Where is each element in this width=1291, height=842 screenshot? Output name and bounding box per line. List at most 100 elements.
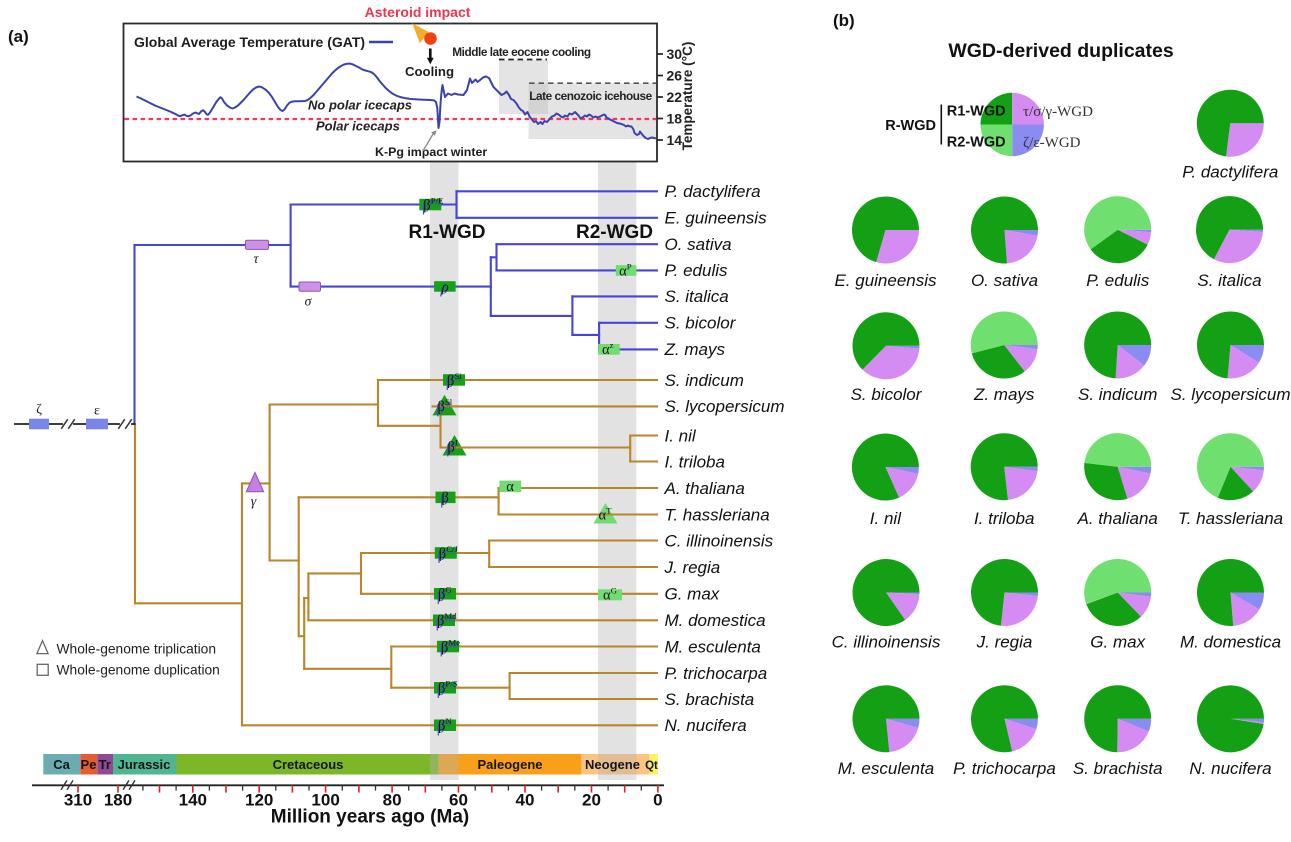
svg-text:ζ/ε-WGD: ζ/ε-WGD	[1023, 135, 1081, 151]
svg-text:S. bicolor: S. bicolor	[665, 314, 737, 333]
svg-text:N. nucifera: N. nucifera	[665, 716, 747, 735]
svg-text:αz: αz	[602, 340, 614, 358]
svg-text:G. max: G. max	[665, 585, 720, 604]
svg-text:α: α	[506, 479, 514, 495]
svg-text:Temperature (°C): Temperature (°C)	[680, 42, 695, 151]
svg-text:S. lycopersicum: S. lycopersicum	[1171, 385, 1291, 404]
svg-text:S. indicum: S. indicum	[1078, 385, 1157, 404]
svg-text:I. triloba: I. triloba	[974, 509, 1034, 528]
svg-text:Late cenozoic icehouse: Late cenozoic icehouse	[529, 89, 652, 103]
svg-text:J. regia: J. regia	[664, 558, 721, 577]
svg-text:S. italica: S. italica	[1197, 271, 1261, 290]
svg-text:R1-WGD: R1-WGD	[408, 222, 485, 243]
svg-text:Whole-genome duplication: Whole-genome duplication	[57, 662, 220, 677]
svg-text:Z. mays: Z. mays	[664, 340, 726, 359]
svg-text:80: 80	[383, 791, 402, 810]
svg-text:ζ: ζ	[36, 403, 42, 418]
svg-text:14: 14	[667, 132, 683, 148]
svg-text:P. trichocarpa: P. trichocarpa	[665, 664, 768, 683]
svg-text:180: 180	[104, 791, 132, 810]
svg-text:βI: βI	[446, 440, 456, 458]
svg-text:Jurassic: Jurassic	[118, 757, 171, 772]
svg-text:J. regia: J. regia	[976, 633, 1033, 652]
svg-text:S. bicolor: S. bicolor	[851, 385, 923, 404]
svg-text:100: 100	[311, 791, 339, 810]
svg-text:S. brachista: S. brachista	[665, 690, 755, 709]
svg-text:ε: ε	[94, 404, 100, 419]
svg-text:K-Pg impact winter: K-Pg impact winter	[375, 145, 487, 159]
svg-text:I. nil: I. nil	[870, 509, 902, 528]
svg-text:20: 20	[582, 791, 601, 810]
svg-text:A. thaliana: A. thaliana	[1077, 509, 1158, 528]
svg-text:M. esculenta: M. esculenta	[665, 637, 761, 656]
svg-text:τ/σ/γ-WGD: τ/σ/γ-WGD	[1023, 104, 1093, 120]
svg-text:P. dactylifera: P. dactylifera	[665, 182, 761, 201]
svg-text:140: 140	[179, 791, 207, 810]
svg-text:O. sativa: O. sativa	[971, 271, 1038, 290]
svg-text:P. dactylifera: P. dactylifera	[1182, 163, 1278, 182]
svg-text:18: 18	[667, 111, 683, 127]
svg-text:Million years ago (Ma): Million years ago (Ma)	[271, 807, 469, 828]
svg-text:30: 30	[667, 46, 683, 62]
svg-text:0: 0	[653, 791, 662, 810]
svg-text:I. triloba: I. triloba	[665, 452, 725, 471]
svg-text:R1-WGD: R1-WGD	[947, 104, 1006, 120]
svg-text:Neogene: Neogene	[585, 757, 640, 772]
svg-text:R2-WGD: R2-WGD	[576, 222, 653, 243]
svg-text:26: 26	[667, 68, 683, 84]
svg-text:Whole-genome triplication: Whole-genome triplication	[57, 642, 217, 657]
svg-text:40: 40	[516, 791, 535, 810]
svg-text:P. edulis: P. edulis	[1086, 271, 1150, 290]
svg-text:N. nucifera: N. nucifera	[1189, 759, 1271, 778]
svg-text:Polar icecaps: Polar icecaps	[316, 119, 400, 134]
svg-text:C. illinoinensis: C. illinoinensis	[832, 633, 941, 652]
svg-text:Qt: Qt	[645, 760, 658, 772]
svg-text:Middle late eocene cooling: Middle late eocene cooling	[452, 45, 591, 59]
svg-text:ρ: ρ	[440, 282, 448, 298]
svg-text:R-WGD: R-WGD	[885, 118, 936, 134]
svg-text:T. hassleriana: T. hassleriana	[1178, 509, 1283, 528]
svg-text:Asteroid impact: Asteroid impact	[365, 4, 471, 20]
svg-text:Global Average Temperature (GA: Global Average Temperature (GAT)	[134, 34, 365, 50]
svg-text:Cretaceous: Cretaceous	[273, 757, 344, 772]
svg-text:(b): (b)	[833, 11, 855, 30]
svg-text:S. italica: S. italica	[665, 287, 729, 306]
svg-text:M. domestica: M. domestica	[1180, 633, 1281, 652]
svg-text:No polar icecaps: No polar icecaps	[308, 98, 412, 113]
svg-text:C. illinoinensis: C. illinoinensis	[665, 531, 774, 550]
svg-text:Pe: Pe	[81, 757, 97, 772]
svg-text:R2-WGD: R2-WGD	[947, 135, 1006, 151]
svg-text:G. max: G. max	[1090, 633, 1145, 652]
svg-text:S. brachista: S. brachista	[1073, 759, 1163, 778]
svg-text:I. nil: I. nil	[665, 426, 697, 445]
svg-text:(a): (a)	[8, 27, 29, 46]
svg-text:WGD-derived duplicates: WGD-derived duplicates	[948, 40, 1174, 62]
svg-text:22: 22	[667, 89, 683, 105]
svg-text:P. edulis: P. edulis	[665, 261, 729, 280]
svg-text:T. hassleriana: T. hassleriana	[665, 505, 770, 524]
svg-text:M. domestica: M. domestica	[665, 611, 766, 630]
svg-text:E. guineensis: E. guineensis	[665, 209, 768, 228]
svg-text:Z. mays: Z. mays	[973, 385, 1035, 404]
svg-text:σ: σ	[305, 295, 313, 310]
svg-text:Cooling: Cooling	[405, 64, 454, 79]
svg-text:ρ: ρ	[441, 279, 449, 295]
svg-text:O. sativa: O. sativa	[665, 235, 732, 254]
svg-text:Tr: Tr	[99, 757, 111, 772]
svg-text:τ: τ	[253, 252, 259, 267]
svg-text:Paleogene: Paleogene	[477, 757, 542, 772]
svg-text:120: 120	[245, 791, 273, 810]
svg-text:310: 310	[64, 791, 92, 810]
svg-text:S. lycopersicum: S. lycopersicum	[665, 397, 785, 416]
svg-text:60: 60	[449, 791, 468, 810]
svg-text:β: β	[440, 493, 447, 509]
svg-text:Ca: Ca	[53, 757, 70, 772]
svg-text:M. esculenta: M. esculenta	[838, 759, 934, 778]
svg-text:E. guineensis: E. guineensis	[834, 271, 937, 290]
svg-text:S. indicum: S. indicum	[665, 371, 744, 390]
svg-text:P. trichocarpa: P. trichocarpa	[953, 759, 1056, 778]
svg-text:γ: γ	[251, 495, 257, 510]
svg-text:A. thaliana: A. thaliana	[664, 479, 745, 498]
svg-text:βI: βI	[448, 437, 458, 455]
svg-text:β: β	[442, 490, 449, 506]
